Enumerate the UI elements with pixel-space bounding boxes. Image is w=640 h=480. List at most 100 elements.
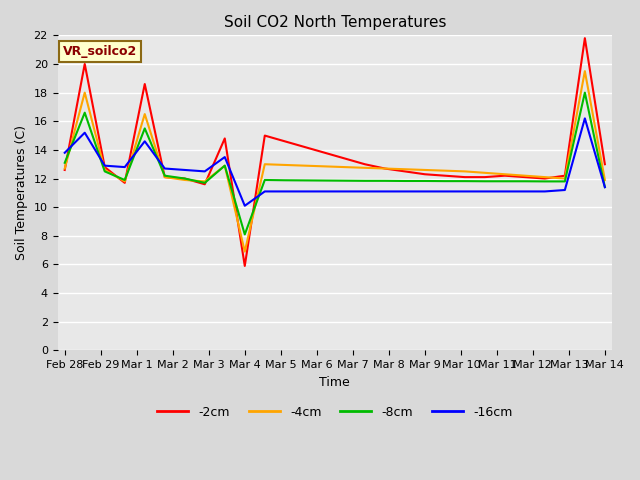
-8cm: [161, 173, 168, 179]
-8cm: [601, 184, 609, 190]
-4cm: [281, 162, 289, 168]
-8cm: [421, 178, 429, 184]
-16cm: [221, 154, 228, 160]
Text: VR_soilco2: VR_soilco2: [63, 45, 138, 58]
-8cm: [201, 180, 209, 186]
-4cm: [361, 165, 369, 171]
-8cm: [521, 179, 529, 184]
-8cm: [121, 177, 129, 183]
-4cm: [161, 174, 168, 180]
-2cm: [501, 173, 509, 179]
-16cm: [281, 189, 289, 194]
-16cm: [61, 150, 68, 156]
-2cm: [421, 171, 429, 177]
-16cm: [301, 189, 308, 194]
-2cm: [201, 181, 209, 187]
-16cm: [201, 168, 209, 174]
Line: -16cm: -16cm: [65, 119, 605, 206]
-2cm: [441, 173, 449, 179]
-16cm: [521, 189, 529, 194]
-16cm: [501, 189, 509, 194]
-16cm: [361, 189, 369, 194]
-4cm: [81, 90, 88, 96]
-8cm: [241, 231, 248, 237]
-2cm: [601, 161, 609, 167]
-16cm: [421, 189, 429, 194]
-8cm: [481, 179, 489, 184]
-2cm: [281, 138, 289, 144]
-16cm: [441, 189, 449, 194]
-8cm: [501, 179, 509, 184]
-8cm: [141, 126, 148, 132]
-16cm: [401, 189, 409, 194]
-16cm: [461, 189, 468, 194]
-8cm: [61, 160, 68, 166]
-4cm: [201, 179, 209, 184]
Legend: -2cm, -4cm, -8cm, -16cm: -2cm, -4cm, -8cm, -16cm: [152, 401, 517, 424]
Line: -4cm: -4cm: [65, 71, 605, 252]
-16cm: [541, 189, 548, 194]
-4cm: [321, 164, 328, 169]
-8cm: [381, 178, 388, 184]
-16cm: [561, 187, 569, 193]
-16cm: [581, 116, 589, 121]
Line: -2cm: -2cm: [65, 38, 605, 266]
-2cm: [561, 173, 569, 179]
Line: -8cm: -8cm: [65, 93, 605, 234]
-4cm: [101, 167, 109, 173]
-4cm: [261, 161, 269, 167]
-4cm: [521, 173, 529, 179]
-4cm: [561, 176, 569, 181]
-16cm: [601, 184, 609, 190]
-4cm: [121, 179, 129, 184]
-2cm: [121, 180, 129, 186]
-2cm: [481, 174, 489, 180]
-4cm: [461, 168, 468, 174]
-16cm: [101, 163, 109, 168]
-4cm: [581, 68, 589, 74]
-8cm: [81, 110, 88, 116]
Y-axis label: Soil Temperatures (C): Soil Temperatures (C): [15, 125, 28, 260]
-2cm: [221, 135, 228, 141]
-2cm: [241, 263, 248, 269]
-8cm: [301, 178, 308, 183]
-4cm: [241, 249, 248, 254]
-8cm: [181, 176, 189, 181]
-8cm: [561, 179, 569, 184]
-4cm: [541, 174, 548, 180]
-8cm: [341, 178, 349, 183]
-8cm: [281, 178, 289, 183]
-8cm: [261, 177, 269, 183]
-2cm: [541, 176, 548, 181]
-4cm: [501, 171, 509, 177]
-16cm: [181, 167, 189, 173]
-16cm: [261, 189, 269, 194]
-4cm: [421, 167, 429, 173]
Title: Soil CO2 North Temperatures: Soil CO2 North Temperatures: [223, 15, 446, 30]
-4cm: [141, 111, 148, 117]
-2cm: [321, 150, 328, 156]
-2cm: [261, 132, 269, 138]
-2cm: [381, 166, 388, 171]
-2cm: [101, 164, 109, 170]
-8cm: [361, 178, 369, 184]
-4cm: [481, 170, 489, 176]
-2cm: [521, 174, 529, 180]
-16cm: [321, 189, 328, 194]
-2cm: [181, 176, 189, 181]
-8cm: [221, 163, 228, 168]
-16cm: [241, 203, 248, 209]
-2cm: [341, 156, 349, 161]
-16cm: [161, 166, 168, 171]
-16cm: [141, 138, 148, 144]
-16cm: [341, 189, 349, 194]
-2cm: [301, 144, 308, 150]
-2cm: [401, 168, 409, 174]
-2cm: [141, 81, 148, 87]
-4cm: [401, 167, 409, 172]
-8cm: [541, 179, 548, 184]
-4cm: [61, 166, 68, 171]
-4cm: [441, 168, 449, 174]
-8cm: [101, 168, 109, 174]
-16cm: [81, 130, 88, 135]
